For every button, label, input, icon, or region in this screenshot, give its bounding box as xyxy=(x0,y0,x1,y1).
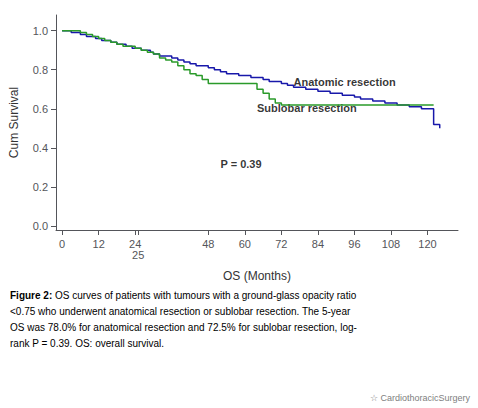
svg-text:0: 0 xyxy=(59,238,65,250)
svg-text:OS curves of patients with tum: OS curves of patients with tumours with … xyxy=(52,290,356,301)
svg-text:Cum Survival: Cum Survival xyxy=(7,87,21,158)
svg-text:96: 96 xyxy=(348,238,360,250)
svg-text:rank P = 0.39. OS: overall sur: rank P = 0.39. OS: overall survival. xyxy=(10,338,164,349)
svg-text:P = 0.39: P = 0.39 xyxy=(220,158,261,170)
svg-text:12: 12 xyxy=(93,238,105,250)
svg-text:120: 120 xyxy=(418,238,436,250)
svg-text:84: 84 xyxy=(312,238,324,250)
svg-text:24: 24 xyxy=(129,237,142,250)
svg-text:108: 108 xyxy=(382,238,400,250)
svg-text:0.4: 0.4 xyxy=(33,142,48,154)
svg-text:0.2: 0.2 xyxy=(33,181,48,193)
svg-text:<0.75 who underwent anatomical: <0.75 who underwent anatomical resection… xyxy=(10,306,351,317)
svg-text:1.0: 1.0 xyxy=(33,25,48,37)
svg-text:0.0: 0.0 xyxy=(33,220,48,232)
svg-text:0.8: 0.8 xyxy=(33,64,48,76)
svg-text:48: 48 xyxy=(202,238,214,250)
svg-text:☆ CardiothoracicSurgery: ☆ CardiothoracicSurgery xyxy=(370,393,471,403)
svg-text:OS (Months): OS (Months) xyxy=(223,269,291,283)
svg-text:Sublobar resection: Sublobar resection xyxy=(257,102,357,114)
svg-text:0.6: 0.6 xyxy=(33,103,48,115)
svg-text:72: 72 xyxy=(275,238,287,250)
svg-text:Figure 2:: Figure 2: xyxy=(10,290,52,301)
svg-text:OS was 78.0% for anatomical re: OS was 78.0% for anatomical resection an… xyxy=(10,322,357,333)
svg-text:60: 60 xyxy=(239,238,251,250)
svg-text:Anatomic resection: Anatomic resection xyxy=(294,76,396,88)
svg-text:25: 25 xyxy=(132,249,144,261)
